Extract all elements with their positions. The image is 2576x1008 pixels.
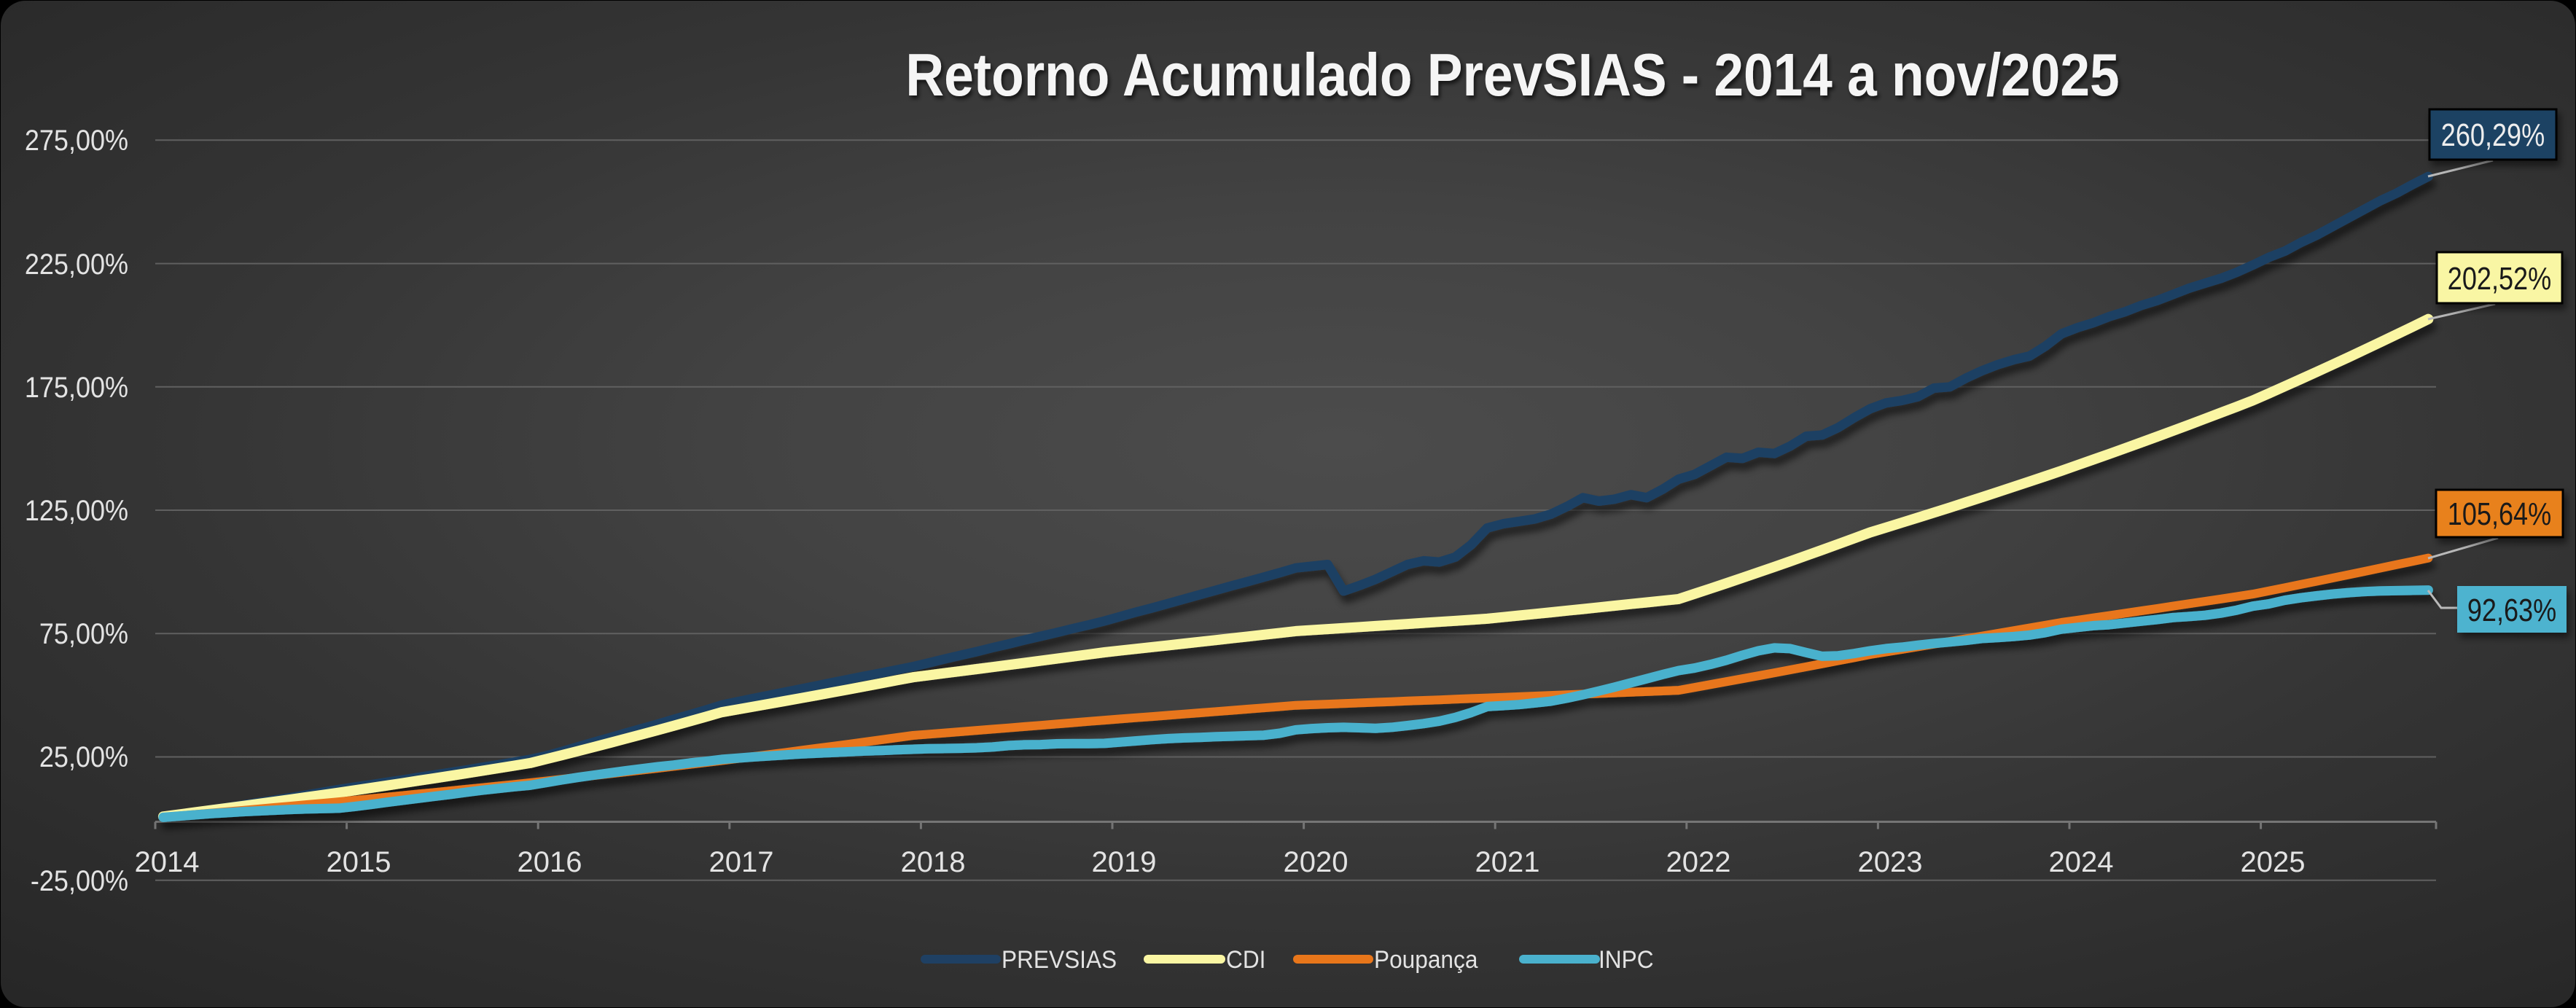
svg-text:260,29%: 260,29%	[2441, 117, 2545, 153]
svg-text:92,63%: 92,63%	[2467, 593, 2556, 628]
svg-text:2020: 2020	[1284, 846, 1349, 878]
svg-text:Retorno Acumulado PrevSIAS - 2: Retorno Acumulado PrevSIAS - 2014 a nov/…	[905, 41, 2119, 109]
svg-text:2017: 2017	[709, 846, 774, 878]
svg-text:175,00%: 175,00%	[25, 372, 128, 404]
svg-text:CDI: CDI	[1226, 945, 1265, 973]
svg-text:225,00%: 225,00%	[25, 249, 128, 281]
svg-text:275,00%: 275,00%	[25, 125, 128, 157]
svg-text:2015: 2015	[327, 846, 391, 878]
svg-text:2025: 2025	[2241, 846, 2306, 878]
svg-text:PREVSIAS: PREVSIAS	[1002, 945, 1117, 973]
svg-text:125,00%: 125,00%	[25, 495, 128, 527]
svg-text:25,00%: 25,00%	[39, 741, 128, 773]
svg-text:2019: 2019	[1092, 846, 1157, 878]
svg-text:202,52%: 202,52%	[2448, 261, 2551, 297]
svg-text:2018: 2018	[901, 846, 966, 878]
svg-text:Poupança: Poupança	[1374, 945, 1478, 973]
svg-text:2014: 2014	[135, 846, 200, 878]
svg-text:-25,00%: -25,00%	[31, 865, 128, 897]
svg-text:2016: 2016	[518, 846, 582, 878]
svg-text:105,64%: 105,64%	[2448, 496, 2551, 532]
svg-text:75,00%: 75,00%	[39, 618, 128, 650]
svg-text:2022: 2022	[1666, 846, 1731, 878]
svg-text:INPC: INPC	[1599, 945, 1654, 973]
svg-text:2021: 2021	[1475, 846, 1540, 878]
svg-text:2024: 2024	[2049, 846, 2114, 878]
svg-text:2023: 2023	[1858, 846, 1923, 878]
